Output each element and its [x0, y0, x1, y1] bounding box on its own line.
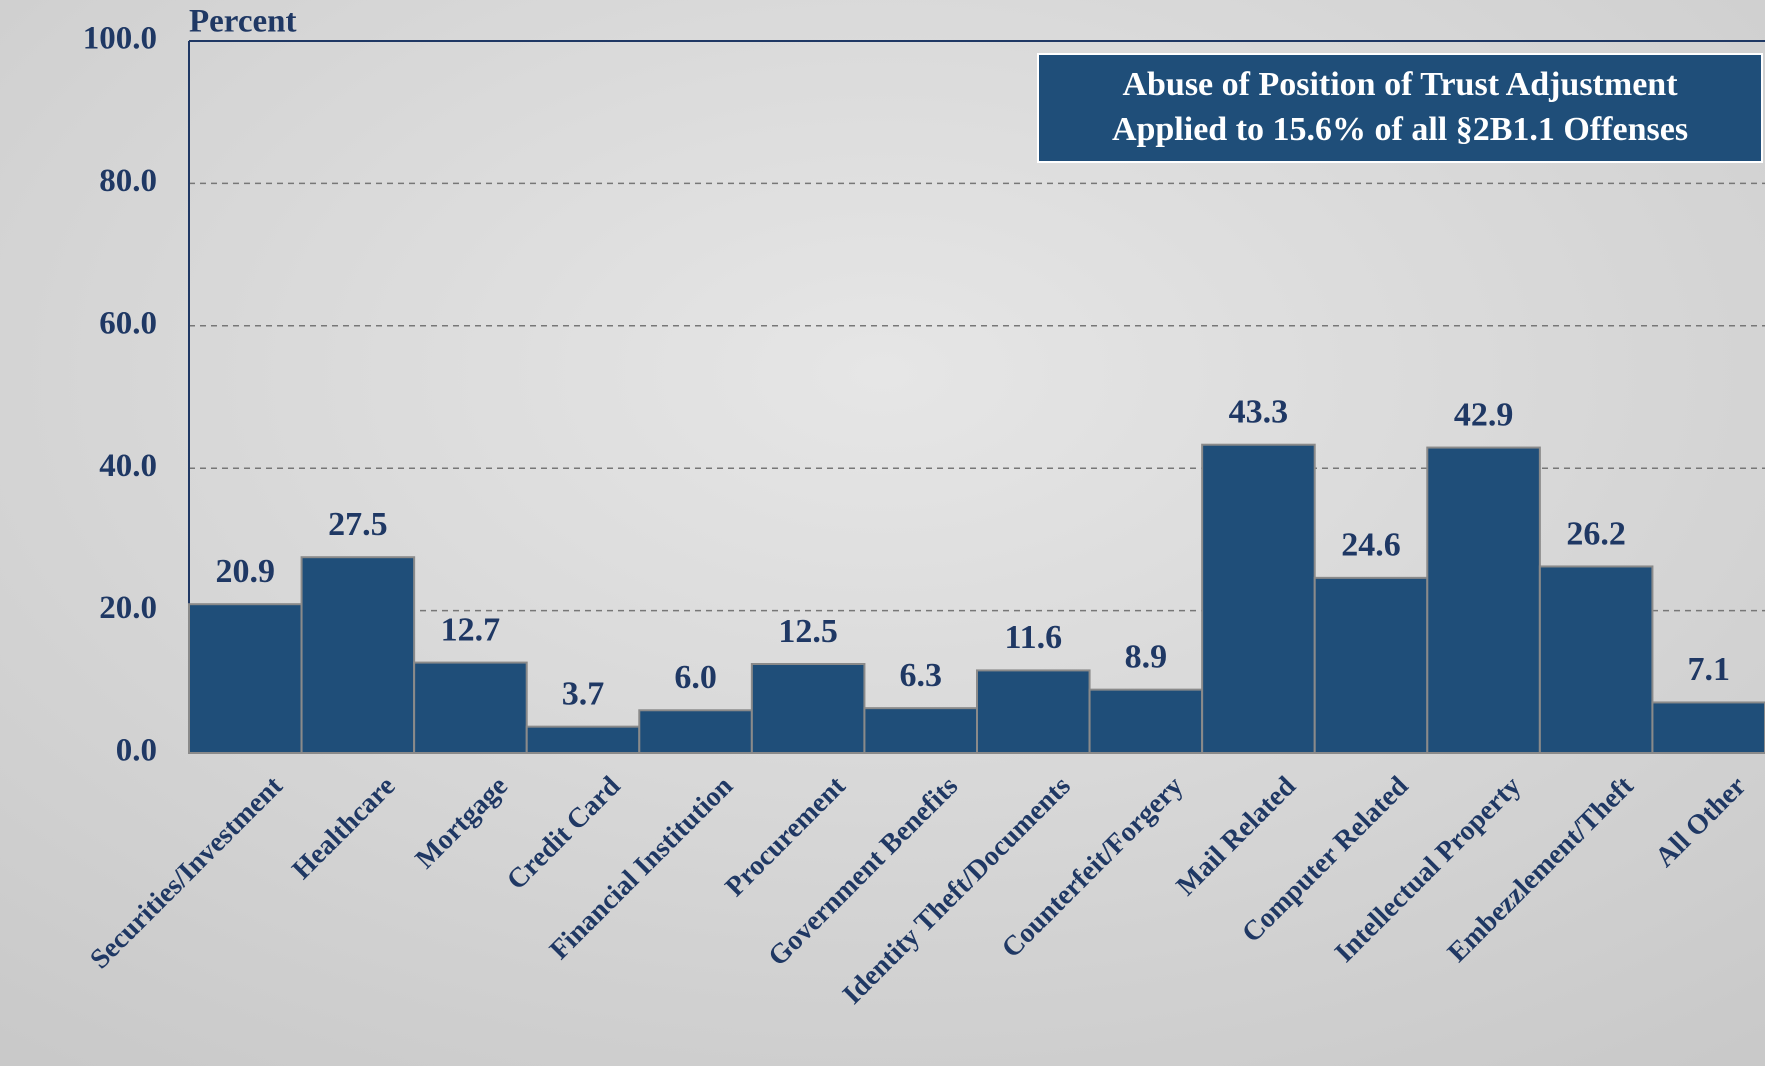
data-label: 12.7 [441, 611, 501, 648]
data-label: 24.6 [1341, 527, 1401, 564]
bar [1426, 446, 1541, 754]
bar [1313, 576, 1429, 755]
annotation-box [1037, 53, 1763, 163]
y-tick-label: 60.0 [99, 305, 157, 341]
bar [863, 707, 979, 754]
bar [1651, 701, 1765, 754]
data-label: 26.2 [1566, 515, 1626, 552]
bar [976, 669, 1091, 755]
bar [1088, 688, 1204, 755]
data-label: 11.6 [1004, 619, 1062, 656]
bar [300, 556, 416, 755]
bar [188, 603, 303, 755]
y-tick-label: 20.0 [99, 590, 157, 626]
y-axis-label: Percent [189, 4, 297, 40]
annotation-text: Applied to 15.6% of all §2B1.1 Offenses [1112, 111, 1688, 148]
data-label: 20.9 [216, 553, 276, 590]
bar [525, 725, 641, 755]
bar [413, 661, 528, 754]
annotation-text: Abuse of Position of Trust Adjustment [1122, 66, 1678, 103]
bar [750, 663, 866, 754]
y-tick-label: 100.0 [83, 21, 157, 57]
data-label: 8.9 [1125, 638, 1168, 675]
data-label: 7.1 [1687, 651, 1730, 688]
y-tick-label: 40.0 [99, 448, 157, 484]
bar [638, 709, 753, 755]
data-label: 42.9 [1454, 396, 1514, 433]
bar [1201, 443, 1316, 754]
data-label: 6.0 [674, 659, 717, 696]
data-label: 3.7 [562, 675, 605, 712]
bar [1538, 565, 1654, 754]
y-tick-label: 0.0 [116, 733, 157, 769]
data-label: 12.5 [778, 613, 838, 650]
data-label: 6.3 [899, 657, 942, 694]
data-label: 27.5 [328, 506, 388, 543]
data-label: 43.3 [1229, 394, 1289, 431]
y-tick-label: 80.0 [99, 163, 157, 199]
